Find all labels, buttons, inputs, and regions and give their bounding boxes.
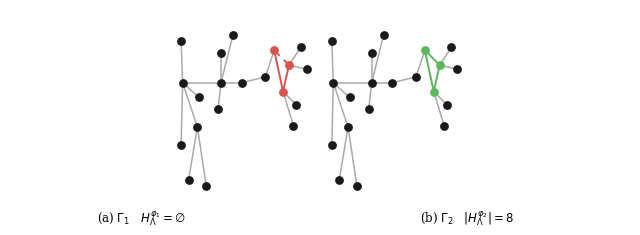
Point	[343, 125, 353, 129]
Point	[176, 39, 186, 43]
Point	[334, 178, 344, 182]
Point	[301, 67, 312, 71]
Point	[291, 103, 301, 107]
Point	[439, 124, 449, 127]
Point	[435, 63, 445, 67]
Point	[284, 63, 294, 67]
Point	[429, 90, 439, 94]
Point	[201, 184, 211, 188]
Point	[352, 184, 362, 188]
Point	[216, 81, 226, 85]
Point	[260, 75, 271, 79]
Point	[442, 103, 452, 107]
Point	[378, 34, 388, 37]
Point	[192, 125, 202, 129]
Point	[213, 107, 223, 111]
Point	[364, 107, 374, 111]
Point	[387, 81, 397, 85]
Point	[216, 51, 226, 55]
Point	[296, 45, 306, 49]
Point	[420, 48, 430, 52]
Point	[194, 96, 204, 99]
Point	[452, 67, 463, 71]
Point	[278, 90, 288, 94]
Point	[446, 45, 456, 49]
Text: (a) $\Gamma_1$   $H_\Lambda^{\varphi_1} = \emptyset$: (a) $\Gamma_1$ $H_\Lambda^{\varphi_1} = …	[97, 209, 185, 228]
Point	[184, 178, 194, 182]
Point	[177, 81, 188, 85]
Point	[288, 124, 298, 127]
Point	[237, 81, 247, 85]
Point	[228, 34, 238, 37]
Point	[367, 81, 377, 85]
Point	[344, 96, 355, 99]
Point	[326, 39, 337, 43]
Point	[411, 75, 421, 79]
Point	[176, 143, 186, 147]
Text: (b) $\Gamma_2$   $|H_\Lambda^{\varphi_2}| = 8$: (b) $\Gamma_2$ $|H_\Lambda^{\varphi_2}| …	[420, 209, 515, 228]
Point	[269, 48, 279, 52]
Point	[326, 143, 337, 147]
Point	[367, 51, 377, 55]
Point	[328, 81, 339, 85]
